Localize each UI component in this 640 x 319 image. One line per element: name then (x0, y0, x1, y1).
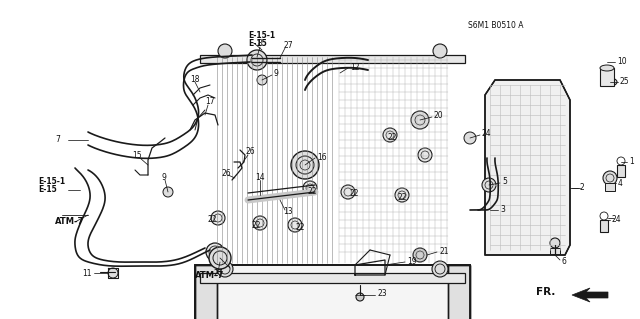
Circle shape (288, 218, 302, 232)
Circle shape (253, 216, 267, 230)
Bar (200, 273, 465, 283)
Circle shape (108, 268, 118, 278)
Text: 1: 1 (629, 158, 634, 167)
Circle shape (433, 44, 447, 58)
Text: 9: 9 (274, 70, 279, 78)
Circle shape (211, 211, 225, 225)
Text: 22: 22 (388, 133, 397, 143)
Text: 21: 21 (439, 248, 449, 256)
Circle shape (464, 132, 476, 144)
Text: 22: 22 (308, 187, 317, 196)
Text: E-15: E-15 (248, 40, 267, 48)
Circle shape (418, 148, 432, 162)
Circle shape (411, 111, 429, 129)
Text: 22: 22 (350, 189, 360, 198)
Text: 19: 19 (407, 257, 417, 266)
Circle shape (163, 187, 173, 197)
Circle shape (341, 185, 355, 199)
Text: 16: 16 (317, 152, 326, 161)
Text: 22: 22 (208, 216, 218, 225)
Bar (448, 265, 470, 319)
Text: 3: 3 (500, 205, 505, 214)
Text: 2: 2 (580, 183, 585, 192)
Circle shape (303, 181, 317, 195)
Text: E-15-1: E-15-1 (38, 177, 65, 187)
Text: 22: 22 (252, 221, 262, 231)
Text: 15: 15 (132, 152, 141, 160)
Text: 26: 26 (246, 147, 255, 157)
Bar (550, 248, 560, 254)
Bar (600, 220, 608, 232)
Text: 25: 25 (620, 78, 630, 86)
Circle shape (257, 75, 267, 85)
Circle shape (413, 248, 427, 262)
Text: ATM-7: ATM-7 (195, 271, 225, 279)
Bar (195, 265, 470, 319)
Bar (195, 265, 217, 319)
Text: 4: 4 (618, 179, 623, 188)
Text: 11: 11 (82, 269, 92, 278)
Text: 8: 8 (258, 40, 263, 48)
Text: 10: 10 (617, 57, 627, 66)
Ellipse shape (600, 65, 614, 71)
Circle shape (218, 44, 232, 58)
Text: 18: 18 (190, 75, 200, 84)
Circle shape (247, 50, 267, 70)
Text: 12: 12 (350, 63, 360, 71)
Text: 23: 23 (377, 288, 387, 298)
Text: FR.: FR. (536, 287, 555, 297)
Ellipse shape (603, 78, 617, 86)
Text: S6M1 B0510 A: S6M1 B0510 A (468, 21, 524, 31)
Text: 17: 17 (205, 98, 214, 107)
Text: 24: 24 (612, 216, 621, 225)
Circle shape (603, 171, 617, 185)
Text: ATM-7: ATM-7 (55, 218, 84, 226)
Circle shape (206, 243, 224, 261)
Bar (200, 55, 465, 63)
Text: 27: 27 (283, 41, 292, 49)
Polygon shape (572, 288, 608, 302)
Text: 22: 22 (296, 224, 305, 233)
Circle shape (550, 238, 560, 248)
Text: E-15-1: E-15-1 (248, 32, 275, 41)
Text: 5: 5 (502, 177, 507, 187)
Bar (605, 183, 615, 191)
Text: 27: 27 (213, 270, 223, 278)
Circle shape (209, 247, 231, 269)
Circle shape (432, 261, 448, 277)
Bar (600, 68, 614, 86)
Text: 13: 13 (283, 207, 292, 217)
Text: 24: 24 (482, 130, 492, 138)
Circle shape (482, 178, 496, 192)
Bar (195, 265, 217, 319)
Text: 22: 22 (398, 194, 408, 203)
Text: 6: 6 (562, 256, 567, 265)
Text: 20: 20 (434, 112, 444, 121)
Text: 26: 26 (222, 169, 232, 179)
Text: 14: 14 (255, 173, 264, 182)
Text: 9: 9 (162, 173, 167, 182)
Text: 7: 7 (55, 136, 60, 145)
Circle shape (395, 188, 409, 202)
Text: E-15: E-15 (38, 186, 57, 195)
Bar (617, 165, 625, 177)
Circle shape (383, 128, 397, 142)
Circle shape (291, 151, 319, 179)
Circle shape (356, 293, 364, 301)
Circle shape (217, 261, 233, 277)
Bar (195, 265, 470, 319)
Polygon shape (485, 80, 570, 255)
Bar (448, 265, 470, 319)
